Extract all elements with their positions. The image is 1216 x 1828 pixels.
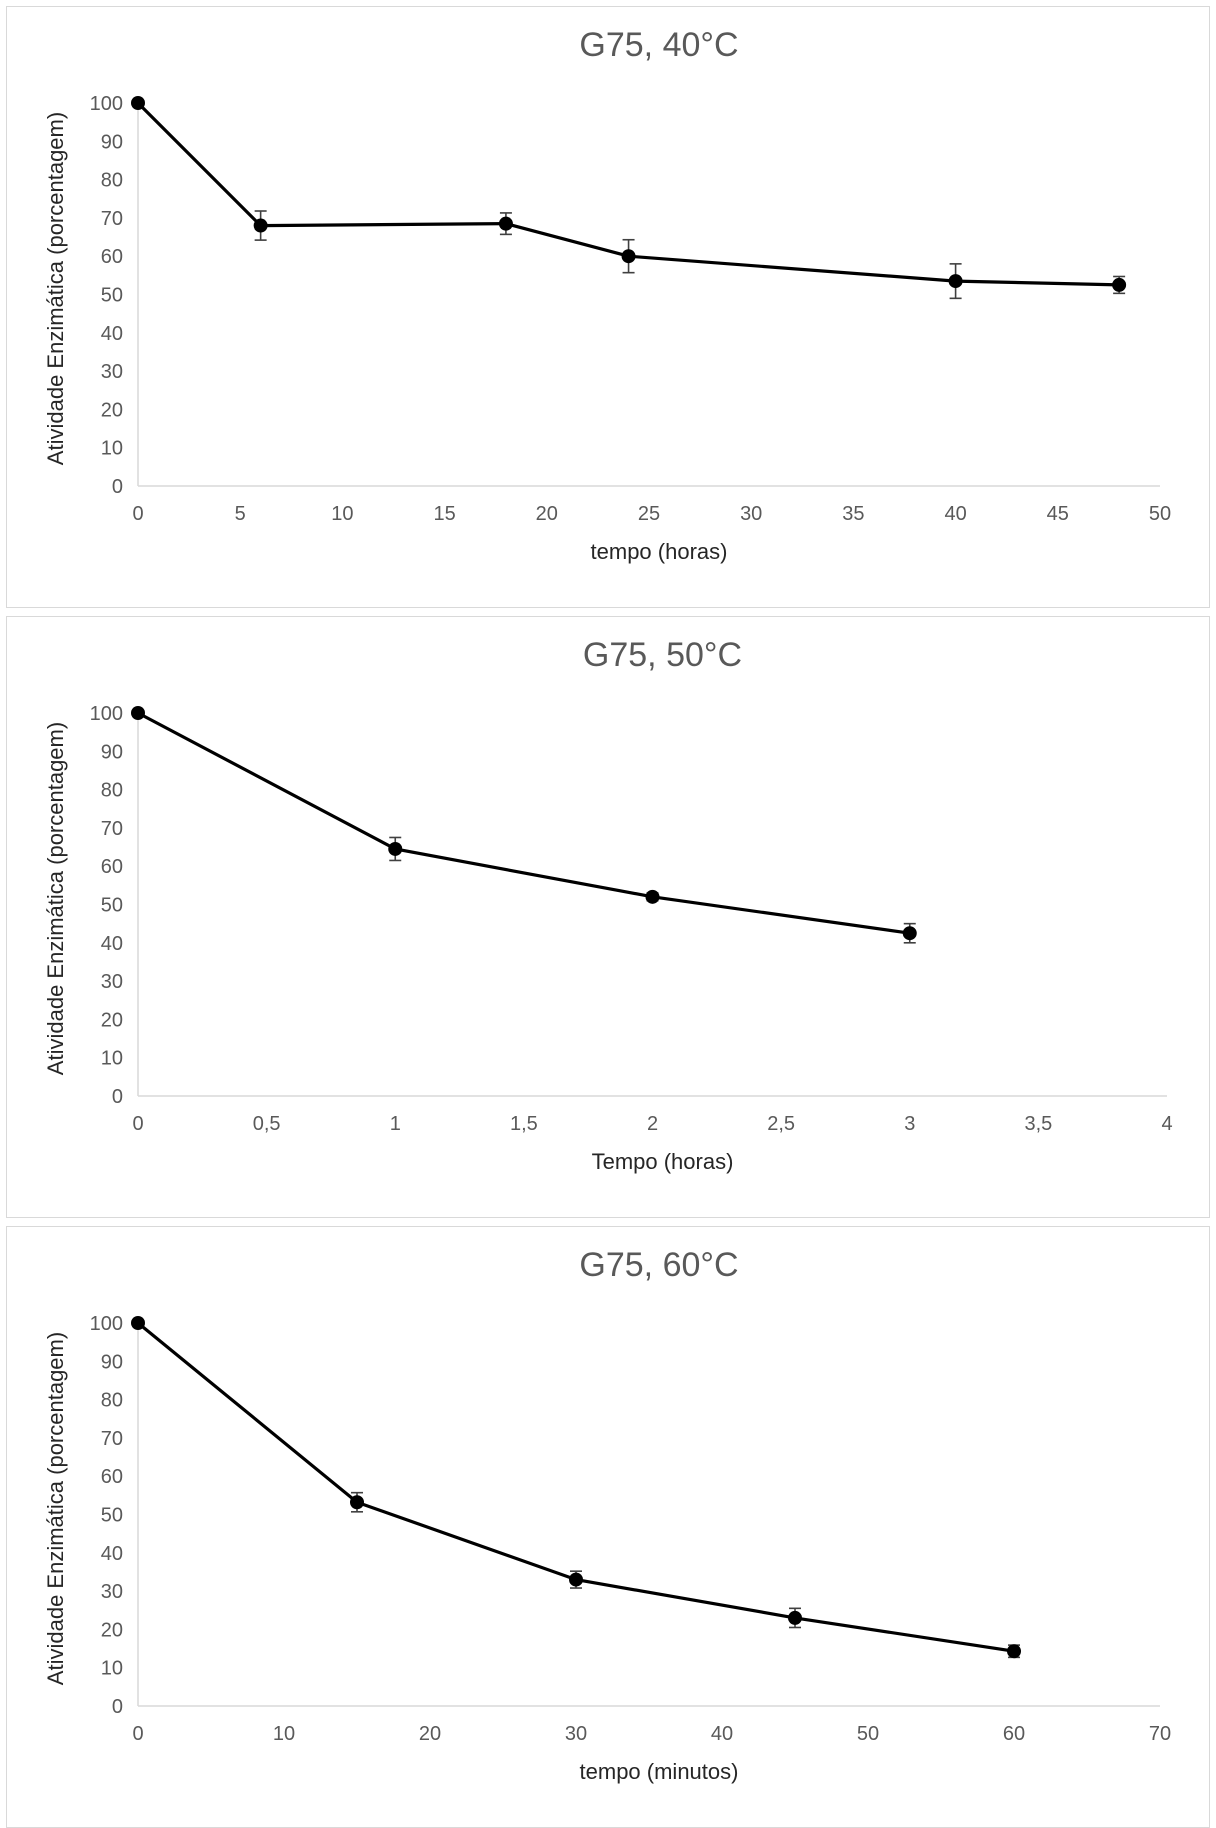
data-point <box>948 274 963 289</box>
y-tick-label: 100 <box>90 1313 123 1335</box>
data-point <box>131 1316 145 1330</box>
y-tick-label: 80 <box>101 170 123 192</box>
y-tick-label: 70 <box>101 1428 123 1450</box>
x-tick-label: 1 <box>390 1113 401 1135</box>
y-tick-label: 90 <box>101 131 123 153</box>
series-line <box>137 711 911 935</box>
data-point <box>498 216 513 231</box>
y-tick-label: 0 <box>112 1696 123 1718</box>
x-tick-label: 0 <box>132 503 143 525</box>
y-tick-label: 100 <box>90 93 123 115</box>
chart-50c: G75, 50°C 0 10 20 30 40 50 60 70 80 90 100 0 0,5 1 1,5 2… <box>43 636 1173 1174</box>
y-tick-label: 30 <box>101 971 123 993</box>
x-tick-label: 70 <box>1149 1723 1171 1745</box>
x-tick-label: 4 <box>1161 1113 1172 1135</box>
y-axis-title: Atividade Enzimática (porcentagem) <box>43 722 68 1075</box>
x-tick-label: 10 <box>273 1723 295 1745</box>
chart-title: G75, 40°C <box>579 26 738 64</box>
data-point <box>350 1495 364 1510</box>
y-tick-label: 40 <box>101 323 123 345</box>
x-tick-label: 2,5 <box>767 1113 795 1135</box>
x-tick-label: 0,5 <box>253 1113 281 1135</box>
y-tick-label: 30 <box>101 361 123 383</box>
y-tick-label: 70 <box>101 208 123 230</box>
data-point <box>253 218 268 233</box>
x-axis-title: Tempo (horas) <box>592 1149 734 1174</box>
y-tick-label: 90 <box>101 1351 123 1373</box>
y-tick-label: 10 <box>101 1048 123 1070</box>
x-tick-label: 10 <box>331 503 353 525</box>
x-tick-label: 1,5 <box>510 1113 538 1135</box>
y-tick-label: 80 <box>101 780 123 802</box>
series-line <box>136 101 1120 287</box>
x-tick-label: 40 <box>944 503 966 525</box>
data-point <box>645 889 660 904</box>
x-tick-label: 40 <box>711 1723 733 1745</box>
y-tick-label: 90 <box>101 741 123 763</box>
x-tick-label: 50 <box>1149 503 1171 525</box>
chart-panel-40c: G75, 40°C 0 10 20 30 40 50 60 70 80 90 100 0 5 10 15 20 2… <box>6 6 1210 608</box>
x-tick-label: 2 <box>647 1113 658 1135</box>
data-point <box>1007 1644 1021 1659</box>
x-axis-title: tempo (horas) <box>591 539 728 564</box>
x-tick-label: 0 <box>132 1113 143 1135</box>
y-axis-title: Atividade Enzimática (porcentagem) <box>43 1332 68 1685</box>
data-point <box>621 249 636 264</box>
x-tick-label: 0 <box>132 1723 143 1745</box>
x-axis-title: tempo (minutos) <box>580 1759 739 1784</box>
x-tick-label: 45 <box>1047 503 1069 525</box>
data-point <box>902 926 917 941</box>
y-tick-label: 70 <box>101 818 123 840</box>
y-tick-label: 20 <box>101 1619 123 1641</box>
y-tick-label: 60 <box>101 246 123 268</box>
x-tick-label: 50 <box>857 1723 879 1745</box>
x-tick-label: 3 <box>904 1113 915 1135</box>
x-tick-label: 30 <box>740 503 762 525</box>
data-point <box>569 1572 583 1587</box>
x-tick-label: 20 <box>419 1723 441 1745</box>
data-point <box>788 1610 802 1625</box>
chart-40c: G75, 40°C 0 10 20 30 40 50 60 70 80 90 100 0 5 10 15 20 2… <box>43 26 1171 564</box>
y-tick-label: 0 <box>112 1086 123 1108</box>
x-tick-label: 15 <box>433 503 455 525</box>
y-tick-label: 50 <box>101 285 123 307</box>
chart-60c: G75, 60°C 0 10 20 30 40 50 60 70 80 90 100 0 10 20 30 40… <box>43 1246 1171 1784</box>
y-tick-label: 10 <box>101 1658 123 1680</box>
data-point <box>131 706 145 720</box>
y-tick-label: 60 <box>101 856 123 878</box>
y-tick-label: 60 <box>101 1466 123 1488</box>
x-tick-label: 20 <box>536 503 558 525</box>
y-axis-title: Atividade Enzimática (porcentagem) <box>43 112 68 465</box>
y-tick-label: 20 <box>101 399 123 421</box>
x-tick-label: 30 <box>565 1723 587 1745</box>
chart-title: G75, 60°C <box>579 1246 738 1284</box>
data-point <box>1112 277 1127 292</box>
chart-panel-60c: G75, 60°C 0 10 20 30 40 50 60 70 80 90 100 0 10 20 30 40… <box>6 1226 1210 1828</box>
data-point <box>388 841 403 856</box>
y-tick-label: 100 <box>90 703 123 725</box>
y-tick-label: 30 <box>101 1581 123 1603</box>
y-tick-label: 20 <box>101 1009 123 1031</box>
x-tick-label: 25 <box>638 503 660 525</box>
x-tick-label: 5 <box>235 503 246 525</box>
y-tick-label: 50 <box>101 895 123 917</box>
data-point <box>131 96 145 110</box>
y-tick-label: 0 <box>112 476 123 498</box>
chart-title: G75, 50°C <box>583 636 742 674</box>
y-tick-label: 80 <box>101 1390 123 1412</box>
y-tick-label: 10 <box>101 438 123 460</box>
series-line <box>136 1321 1015 1653</box>
y-tick-label: 50 <box>101 1505 123 1527</box>
chart-panel-50c: G75, 50°C 0 10 20 30 40 50 60 70 80 90 100 0 0,5 1 1,5 2… <box>6 616 1210 1218</box>
x-tick-label: 60 <box>1003 1723 1025 1745</box>
y-tick-label: 40 <box>101 1543 123 1565</box>
x-tick-label: 35 <box>842 503 864 525</box>
y-tick-label: 40 <box>101 933 123 955</box>
x-tick-label: 3,5 <box>1024 1113 1052 1135</box>
